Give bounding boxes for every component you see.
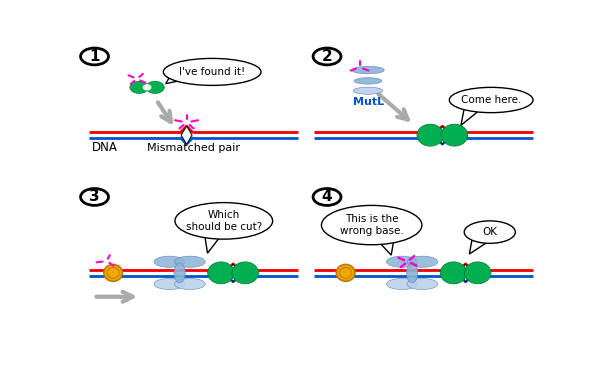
Circle shape <box>313 189 341 205</box>
Polygon shape <box>166 72 179 84</box>
Ellipse shape <box>440 262 467 284</box>
Ellipse shape <box>154 256 185 267</box>
Text: 3: 3 <box>89 189 100 204</box>
Ellipse shape <box>353 87 383 94</box>
Ellipse shape <box>354 78 382 84</box>
Ellipse shape <box>130 81 148 93</box>
Ellipse shape <box>386 256 417 267</box>
Ellipse shape <box>464 221 515 243</box>
Ellipse shape <box>175 278 205 289</box>
Polygon shape <box>461 105 478 125</box>
Polygon shape <box>379 238 394 255</box>
Text: I've found it!: I've found it! <box>179 67 245 77</box>
Polygon shape <box>469 238 487 254</box>
Ellipse shape <box>441 124 468 146</box>
Ellipse shape <box>208 262 235 284</box>
Ellipse shape <box>407 256 438 267</box>
Text: Which
should be cut?: Which should be cut? <box>185 210 262 232</box>
Ellipse shape <box>232 262 259 284</box>
Text: This is the
wrong base.: This is the wrong base. <box>340 214 404 236</box>
Text: OK: OK <box>482 227 497 237</box>
Ellipse shape <box>417 124 443 146</box>
Ellipse shape <box>464 262 491 284</box>
Ellipse shape <box>352 66 384 74</box>
Ellipse shape <box>146 81 164 93</box>
Ellipse shape <box>154 278 185 289</box>
Polygon shape <box>181 126 192 144</box>
Ellipse shape <box>175 203 272 239</box>
Text: 2: 2 <box>322 49 332 64</box>
Polygon shape <box>437 126 448 144</box>
Ellipse shape <box>143 84 151 91</box>
Polygon shape <box>227 264 239 282</box>
Ellipse shape <box>407 278 438 289</box>
Text: 4: 4 <box>322 189 332 204</box>
Text: 1: 1 <box>89 49 100 64</box>
Ellipse shape <box>175 256 205 267</box>
Ellipse shape <box>174 263 185 283</box>
Polygon shape <box>460 264 471 282</box>
Ellipse shape <box>163 58 261 85</box>
Circle shape <box>313 48 341 65</box>
Ellipse shape <box>386 278 417 289</box>
Ellipse shape <box>406 263 418 283</box>
Ellipse shape <box>449 87 533 113</box>
Ellipse shape <box>322 205 422 245</box>
Ellipse shape <box>337 264 355 281</box>
Text: DNA: DNA <box>92 141 118 154</box>
Polygon shape <box>205 233 220 253</box>
Text: Come here.: Come here. <box>461 95 521 105</box>
Ellipse shape <box>104 264 122 281</box>
Circle shape <box>80 189 109 205</box>
Circle shape <box>80 48 109 65</box>
Text: Mismatched pair: Mismatched pair <box>147 143 240 153</box>
Text: MutL: MutL <box>353 97 385 107</box>
